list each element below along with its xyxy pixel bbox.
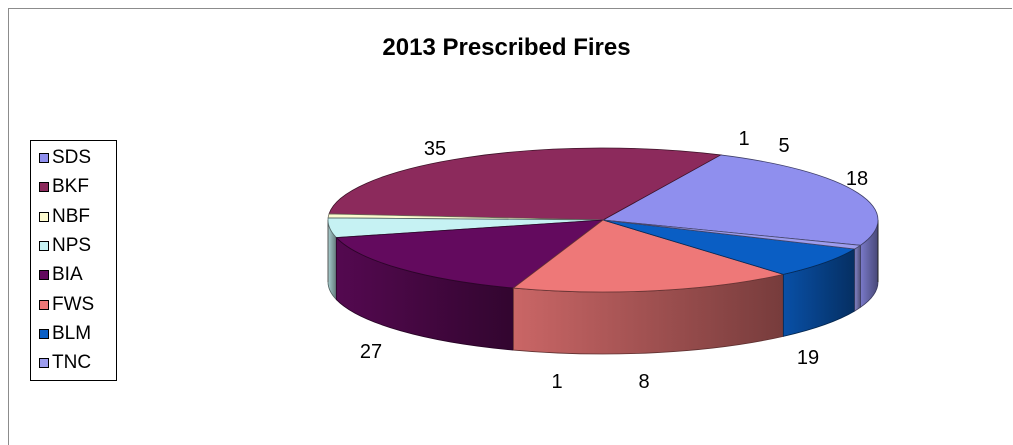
legend-swatch <box>39 211 49 222</box>
legend-swatch <box>39 153 49 163</box>
data-label-fws: 19 <box>797 347 819 369</box>
pie-slice-bkf <box>328 147 722 221</box>
legend-label: SDS <box>52 147 92 168</box>
legend-swatch <box>39 358 49 369</box>
pie-tops <box>327 147 879 293</box>
data-label-nbf: 1 <box>738 128 749 150</box>
pie-slice-bia <box>335 219 605 289</box>
chart-title: 2013 Prescribed Fires <box>382 34 631 61</box>
legend: SDS BKF NBF NPS BIA FWS BLM TNC <box>30 140 117 381</box>
legend-swatch <box>39 240 49 251</box>
legend-swatch <box>39 270 49 281</box>
pie-side-tnc <box>854 244 861 312</box>
legend-item-nbf: NBF <box>39 204 90 230</box>
data-label-sds: 27 <box>360 341 382 363</box>
legend-item-bia: BIA <box>39 262 83 288</box>
legend-label: NPS <box>52 234 92 256</box>
data-label-bkf: 35 <box>424 138 446 160</box>
legend-label: NBF <box>52 205 90 227</box>
pie-slice-sds <box>601 154 879 246</box>
pie-slice-tnc <box>602 219 862 250</box>
legend-label: BLM <box>52 322 92 344</box>
legend-item-sds: SDS <box>39 145 91 171</box>
data-label-blm: 8 <box>638 371 649 393</box>
legend-item-nps: NPS <box>39 233 91 259</box>
data-labels: 27 35 1 5 18 19 8 1 <box>360 128 868 393</box>
data-label-tnc: 1 <box>551 371 562 393</box>
legend-swatch <box>39 299 49 310</box>
legend-label: TNC <box>52 352 92 374</box>
legend-item-fws: FWS <box>39 292 94 318</box>
pie-slice-fws <box>512 219 785 293</box>
legend-item-blm: BLM <box>39 321 91 347</box>
pie-slice-blm <box>602 219 856 275</box>
legend-label: BKF <box>52 176 89 198</box>
legend-swatch <box>39 182 49 193</box>
pie-sides <box>327 219 879 355</box>
legend-label: BIA <box>52 264 83 286</box>
data-label-nps: 5 <box>778 135 789 157</box>
legend-swatch <box>39 328 49 339</box>
legend-label: FWS <box>52 293 95 315</box>
data-label-bia: 18 <box>846 168 868 190</box>
legend-item-bkf: BKF <box>39 174 89 200</box>
legend-item-tnc: TNC <box>39 350 91 376</box>
